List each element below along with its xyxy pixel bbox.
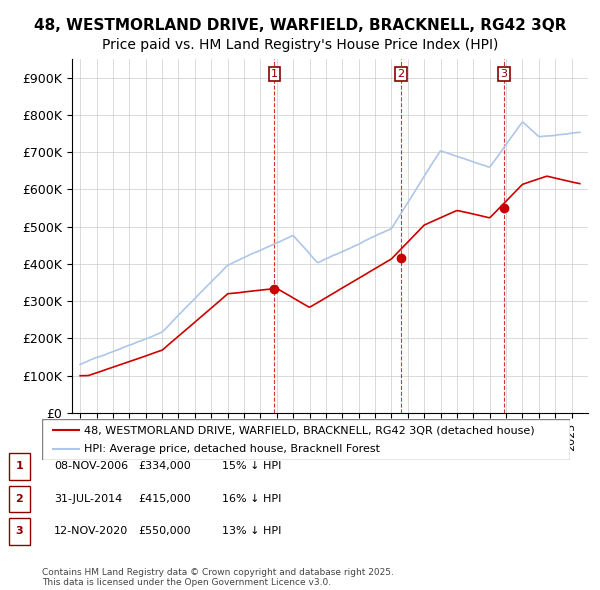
Text: Price paid vs. HM Land Registry's House Price Index (HPI): Price paid vs. HM Land Registry's House … bbox=[102, 38, 498, 53]
Text: 12-NOV-2020: 12-NOV-2020 bbox=[54, 526, 128, 536]
Text: HPI: Average price, detached house, Bracknell Forest: HPI: Average price, detached house, Brac… bbox=[84, 444, 380, 454]
Text: 08-NOV-2006: 08-NOV-2006 bbox=[54, 461, 128, 471]
Text: 48, WESTMORLAND DRIVE, WARFIELD, BRACKNELL, RG42 3QR (detached house): 48, WESTMORLAND DRIVE, WARFIELD, BRACKNE… bbox=[84, 425, 535, 435]
Text: 2: 2 bbox=[16, 494, 23, 503]
Text: 3: 3 bbox=[16, 526, 23, 536]
Text: 48, WESTMORLAND DRIVE, WARFIELD, BRACKNELL, RG42 3QR: 48, WESTMORLAND DRIVE, WARFIELD, BRACKNE… bbox=[34, 18, 566, 32]
Text: 1: 1 bbox=[16, 461, 23, 471]
Text: Contains HM Land Registry data © Crown copyright and database right 2025.
This d: Contains HM Land Registry data © Crown c… bbox=[42, 568, 394, 587]
Text: 16% ↓ HPI: 16% ↓ HPI bbox=[222, 494, 281, 503]
Text: 31-JUL-2014: 31-JUL-2014 bbox=[54, 494, 122, 503]
Text: 2: 2 bbox=[397, 69, 404, 79]
Text: £550,000: £550,000 bbox=[138, 526, 191, 536]
Text: £415,000: £415,000 bbox=[138, 494, 191, 503]
Text: 15% ↓ HPI: 15% ↓ HPI bbox=[222, 461, 281, 471]
Text: 3: 3 bbox=[500, 69, 508, 79]
Text: 1: 1 bbox=[271, 69, 278, 79]
Text: £334,000: £334,000 bbox=[138, 461, 191, 471]
Text: 13% ↓ HPI: 13% ↓ HPI bbox=[222, 526, 281, 536]
FancyBboxPatch shape bbox=[42, 419, 570, 460]
